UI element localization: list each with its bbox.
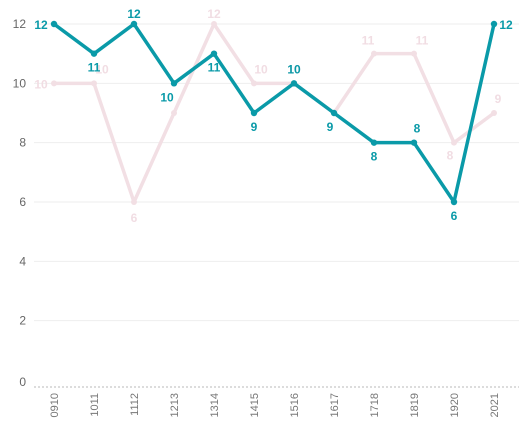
series-layer <box>50 20 498 206</box>
series-1-point <box>171 110 177 116</box>
series-1-point <box>211 21 217 27</box>
series-2-point <box>250 109 258 117</box>
series-1-data-label: 9 <box>495 92 502 106</box>
series-1-data-label: 11 <box>362 34 375 48</box>
series-1-data-label: 10 <box>254 62 268 76</box>
x-tick-label: 0910 <box>49 393 61 417</box>
x-tick-label: 1213 <box>169 393 181 417</box>
series-2-data-label: 10 <box>287 62 301 76</box>
series-2-data-label: 12 <box>499 18 513 32</box>
series-1-line <box>52 22 496 204</box>
x-axis-ticks: 0910 1011 1112 1213 1314 1415 1516 1617 1718 1819… <box>49 393 501 417</box>
series-2-point <box>450 198 458 206</box>
series-1-data-label: 12 <box>207 7 221 21</box>
series-2-data-label: 12 <box>34 18 48 32</box>
series-2-data-label: 11 <box>88 61 101 75</box>
series-1-point <box>131 199 137 205</box>
y-tick-label: 8 <box>19 136 26 150</box>
series-2-data-label: 6 <box>451 209 458 223</box>
gridlines <box>34 23 519 388</box>
series-1-point <box>451 139 457 146</box>
y-tick-label: 4 <box>19 254 26 268</box>
y-tick-label: 6 <box>19 195 26 209</box>
x-tick-label: 1011 <box>89 393 101 417</box>
series-2-data-label: 9 <box>327 120 334 134</box>
series-1-data-label: 6 <box>131 211 138 225</box>
series-2-point <box>330 109 338 117</box>
series-2-data-label: 10 <box>160 90 174 104</box>
series-2-point <box>50 20 58 28</box>
series-1-point <box>91 80 97 87</box>
y-axis-ticks: 0 2 4 6 8 10 12 <box>13 17 27 389</box>
series-1-data-label: 8 <box>447 149 454 163</box>
x-tick-label: 1617 <box>329 393 341 417</box>
series-2-data-label: 8 <box>414 122 421 136</box>
y-tick-label: 2 <box>19 314 26 328</box>
series-1-point <box>491 110 497 116</box>
x-tick-label: 1718 <box>369 393 381 417</box>
x-tick-label: 1112 <box>129 393 141 416</box>
series-2-data-label: 12 <box>127 7 141 21</box>
series-2-point <box>170 80 178 87</box>
series-1-point <box>51 80 57 87</box>
series-1-data-label: 10 <box>287 62 301 76</box>
y-tick-label: 0 <box>19 375 26 389</box>
x-tick-label: 1920 <box>449 393 461 417</box>
x-tick-label: 1314 <box>209 393 221 417</box>
series-1-point <box>371 50 377 57</box>
series-2-line <box>52 22 496 204</box>
series-1-data-label: 10 <box>95 62 109 76</box>
x-tick-label: 1415 <box>249 393 261 417</box>
x-tick-label: 1516 <box>289 393 301 417</box>
x-tick-label: 2021 <box>489 393 501 417</box>
y-tick-label: 10 <box>13 76 27 90</box>
series-2-point <box>410 139 418 146</box>
series-1-point <box>411 50 417 57</box>
series-2-point <box>130 20 138 28</box>
y-tick-label: 12 <box>13 17 27 31</box>
series-2-point <box>370 139 378 146</box>
series-2-point <box>90 50 98 57</box>
series-2-data-label: 11 <box>208 61 221 75</box>
series-2-data-label: 8 <box>371 150 378 164</box>
series-2-point <box>490 20 498 28</box>
series-1-data-label: 10 <box>34 77 48 91</box>
series-2-point <box>210 50 218 57</box>
x-tick-label: 1819 <box>409 393 421 417</box>
series-2-data-label: 9 <box>251 120 258 134</box>
series-2-point <box>290 80 298 87</box>
series-1-data-label: 11 <box>416 34 429 48</box>
series-1-point <box>251 80 257 87</box>
